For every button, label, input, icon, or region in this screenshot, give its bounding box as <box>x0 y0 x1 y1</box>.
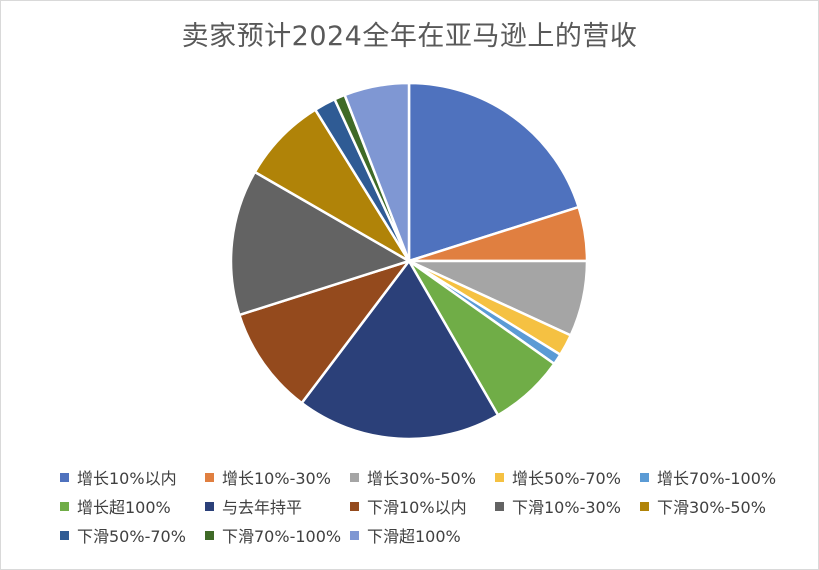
legend-swatch <box>640 501 649 511</box>
legend-swatch <box>205 501 214 511</box>
legend-item-0: 增长10%以内 <box>60 466 205 488</box>
pie-slice-12 <box>343 81 411 263</box>
legend-item-6: 与去年持平 <box>205 495 350 517</box>
legend-swatch <box>60 501 69 511</box>
legend-swatch <box>205 530 214 540</box>
legend-item-8: 下滑10%-30% <box>495 495 640 517</box>
legend-swatch <box>60 530 69 540</box>
legend-label: 下滑10%-30% <box>512 498 621 517</box>
legend-swatch <box>350 530 359 540</box>
legend-label: 下滑10%以内 <box>367 498 467 517</box>
legend-label: 下滑70%-100% <box>222 527 342 546</box>
legend-label: 下滑50%-70% <box>77 527 186 546</box>
legend-label: 增长30%-50% <box>367 469 476 488</box>
legend-swatch <box>640 472 649 482</box>
legend-label: 增长70%-100% <box>657 469 777 488</box>
legend-label: 增长超100% <box>77 498 171 517</box>
legend-item-5: 增长超100% <box>60 495 205 517</box>
legend-swatch <box>60 472 69 482</box>
legend-label: 增长10%以内 <box>77 469 177 488</box>
legend-swatch <box>350 472 359 482</box>
pie-slice-0 <box>407 81 580 263</box>
legend-swatch <box>495 472 504 482</box>
legend-item-11: 下滑70%-100% <box>205 524 350 546</box>
legend-label: 增长10%-30% <box>222 469 331 488</box>
pie-slice-8 <box>229 170 411 317</box>
legend-label: 下滑30%-50% <box>657 498 766 517</box>
pie-slice-7 <box>238 259 411 405</box>
legend-swatch <box>495 501 504 511</box>
legend-item-1: 增长10%-30% <box>205 466 350 488</box>
legend-item-12: 下滑超100% <box>350 524 495 546</box>
legend-item-9: 下滑30%-50% <box>640 495 785 517</box>
legend-item-2: 增长30%-50% <box>350 466 495 488</box>
chart-title: 卖家预计2024全年在亚马逊上的营收 <box>181 21 638 52</box>
legend-label: 增长50%-70% <box>512 469 621 488</box>
legend-item-4: 增长70%-100% <box>640 466 785 488</box>
legend-label: 与去年持平 <box>222 498 303 517</box>
legend-item-10: 下滑50%-70% <box>60 524 205 546</box>
pie-slice-6 <box>300 259 500 441</box>
legend-swatch <box>350 501 359 511</box>
legend: 增长10%以内 增长10%-30% 增长30%-50% 增长50%-70% 增长70%-… <box>60 466 800 546</box>
legend-swatch <box>205 472 214 482</box>
legend-label: 下滑超100% <box>367 527 461 546</box>
legend-item-7: 下滑10%以内 <box>350 495 495 517</box>
legend-item-3: 增长50%-70% <box>495 466 640 488</box>
